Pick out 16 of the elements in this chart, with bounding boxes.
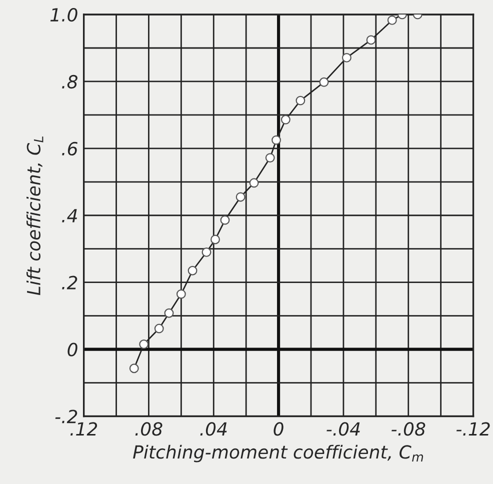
y-tick-label: .8	[62, 74, 78, 89]
x-tick-label: -.08	[392, 422, 426, 436]
y-axis-title: Lift coefficient, C$_{L}$	[26, 136, 44, 296]
x-tick-label: -.04	[326, 422, 360, 436]
y-tick-label: 0	[68, 342, 78, 356]
x-tick-label: .12	[70, 422, 98, 436]
y-tick-label: -.2	[55, 410, 78, 424]
x-axis-title: Pitching-moment coefficient, C$_{m}$	[133, 444, 424, 462]
y-tick-label: .4	[62, 209, 77, 222]
x-tick-label: .04	[200, 422, 227, 436]
x-tick-label: .08	[135, 422, 162, 436]
y-tick-label: .2	[62, 276, 78, 290]
x-tick-label: 0	[274, 422, 284, 436]
y-tick-label: 1.0	[50, 8, 78, 22]
x-tick-label: -.12	[456, 422, 490, 436]
y-tick-label: .6	[62, 142, 78, 156]
